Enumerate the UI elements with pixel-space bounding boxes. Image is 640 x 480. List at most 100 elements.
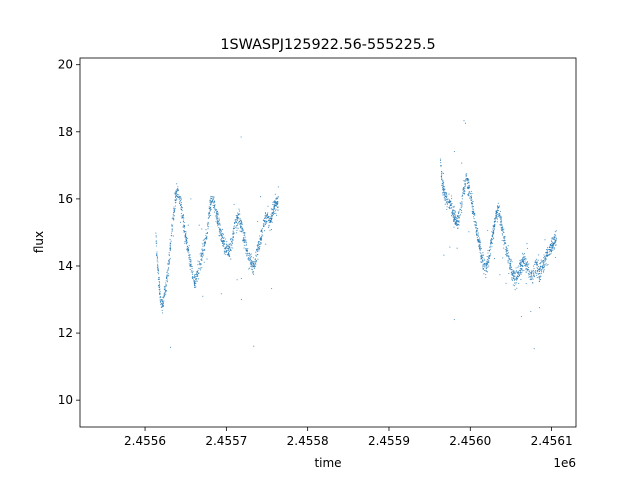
data-point	[474, 212, 476, 214]
data-point	[500, 225, 502, 227]
data-point	[255, 255, 257, 257]
data-point	[511, 269, 513, 271]
data-point	[218, 219, 220, 221]
data-point	[441, 177, 443, 179]
data-point	[472, 212, 474, 214]
data-point	[497, 215, 500, 217]
data-point	[543, 258, 545, 260]
data-point	[507, 252, 509, 254]
data-point	[255, 251, 257, 253]
data-point	[494, 226, 496, 228]
data-point	[269, 229, 271, 231]
data-point	[210, 195, 212, 197]
data-point	[170, 232, 173, 234]
data-point	[209, 206, 211, 208]
data-point	[200, 253, 203, 255]
data-point	[533, 348, 535, 350]
data-point	[458, 216, 460, 218]
plot-frame	[79, 57, 577, 428]
data-point	[229, 238, 232, 240]
data-point	[458, 220, 460, 222]
data-point	[539, 262, 541, 265]
data-point	[214, 201, 216, 203]
data-point	[550, 245, 552, 247]
data-point	[254, 267, 256, 269]
data-point	[447, 202, 449, 204]
data-point	[477, 235, 480, 237]
data-point	[448, 202, 450, 204]
data-point	[244, 241, 246, 243]
data-point	[237, 212, 239, 214]
data-point	[526, 270, 528, 272]
data-point	[171, 229, 173, 231]
data-point	[170, 242, 172, 244]
data-point	[510, 268, 512, 270]
data-point	[190, 271, 192, 273]
x-tick-label: 2.4556	[124, 434, 166, 448]
data-point	[491, 246, 493, 248]
data-point	[256, 250, 259, 252]
data-point	[155, 240, 157, 242]
data-point	[462, 189, 464, 191]
data-point	[524, 256, 526, 258]
data-point	[485, 266, 487, 268]
data-point	[201, 249, 203, 251]
data-point	[533, 273, 535, 275]
data-point	[276, 203, 278, 205]
data-point	[193, 275, 195, 277]
data-point	[495, 216, 497, 219]
data-point	[487, 229, 489, 231]
data-point	[197, 274, 199, 276]
data-point	[169, 257, 171, 259]
data-point	[510, 258, 512, 260]
data-point	[451, 210, 453, 212]
data-point	[540, 275, 542, 277]
data-point	[493, 227, 495, 229]
data-point	[457, 215, 459, 217]
data-point	[513, 274, 515, 276]
data-point	[490, 242, 492, 244]
data-point	[160, 303, 162, 305]
data-point	[511, 274, 513, 276]
data-point	[543, 267, 545, 269]
data-point	[457, 220, 459, 222]
data-point	[536, 263, 538, 265]
data-point	[479, 237, 481, 239]
data-point	[487, 260, 489, 262]
data-point	[246, 248, 248, 250]
data-point	[523, 261, 525, 263]
data-point	[445, 198, 447, 200]
data-point	[542, 270, 544, 272]
data-point	[453, 217, 456, 219]
data-point	[206, 232, 208, 234]
data-point	[498, 213, 500, 215]
data-point	[241, 227, 243, 229]
data-point	[538, 277, 540, 279]
data-point	[205, 234, 207, 237]
data-point	[479, 246, 481, 248]
data-point	[200, 255, 202, 257]
data-point	[256, 248, 258, 250]
data-point	[212, 196, 214, 198]
data-point	[157, 271, 159, 273]
data-point	[473, 210, 475, 212]
data-point	[544, 263, 546, 266]
data-point	[526, 262, 528, 264]
data-point	[231, 241, 233, 244]
data-point	[522, 270, 524, 272]
data-point	[232, 230, 234, 232]
data-point	[197, 260, 199, 262]
data-point	[539, 266, 542, 268]
data-point	[190, 258, 192, 260]
data-point	[238, 214, 240, 216]
data-point	[442, 184, 444, 186]
data-point	[224, 241, 226, 243]
data-point	[224, 247, 226, 250]
data-point	[237, 222, 239, 224]
data-point	[473, 220, 475, 223]
data-point	[186, 247, 188, 249]
data-point	[492, 237, 494, 239]
data-point	[492, 228, 494, 230]
data-point	[236, 215, 238, 217]
data-point	[478, 247, 480, 249]
